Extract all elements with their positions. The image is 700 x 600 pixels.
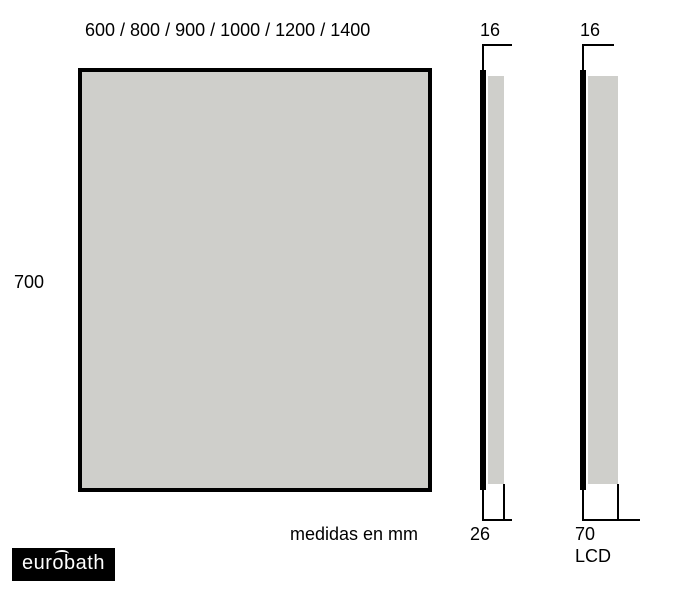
- profile-26-right-leader: [504, 484, 512, 520]
- depth1-top-label: 16: [480, 20, 500, 41]
- profile-70-right-leader: [618, 484, 640, 520]
- logo-o-icon: o: [52, 552, 64, 575]
- profile-70-lcd-bottom-leader: [583, 490, 640, 520]
- depth2-bottom-label: 70: [575, 524, 595, 545]
- front-panel: [80, 70, 430, 490]
- depth2-bottom-sub-label: LCD: [575, 546, 611, 567]
- units-note: medidas en mm: [290, 524, 418, 545]
- diagram-svg: [0, 0, 700, 600]
- profile-70-lcd-edge: [580, 70, 586, 490]
- profile-26-bottom-leader: [483, 490, 512, 520]
- profile-26-body: [488, 76, 504, 484]
- logo-text: eur: [22, 552, 52, 575]
- profile-70-lcd-top-leader: [583, 45, 614, 70]
- logo-text-2: bath: [64, 552, 105, 575]
- height-label: 700: [14, 272, 44, 293]
- profile-26-edge: [480, 70, 486, 490]
- widths-label: 600 / 800 / 900 / 1000 / 1200 / 1400: [85, 20, 370, 41]
- depth2-top-label: 16: [580, 20, 600, 41]
- profile-70-lcd-body: [588, 76, 618, 484]
- profile-26-top-leader: [483, 45, 512, 70]
- depth1-bottom-label: 26: [470, 524, 490, 545]
- brand-logo: eurobath: [12, 548, 115, 581]
